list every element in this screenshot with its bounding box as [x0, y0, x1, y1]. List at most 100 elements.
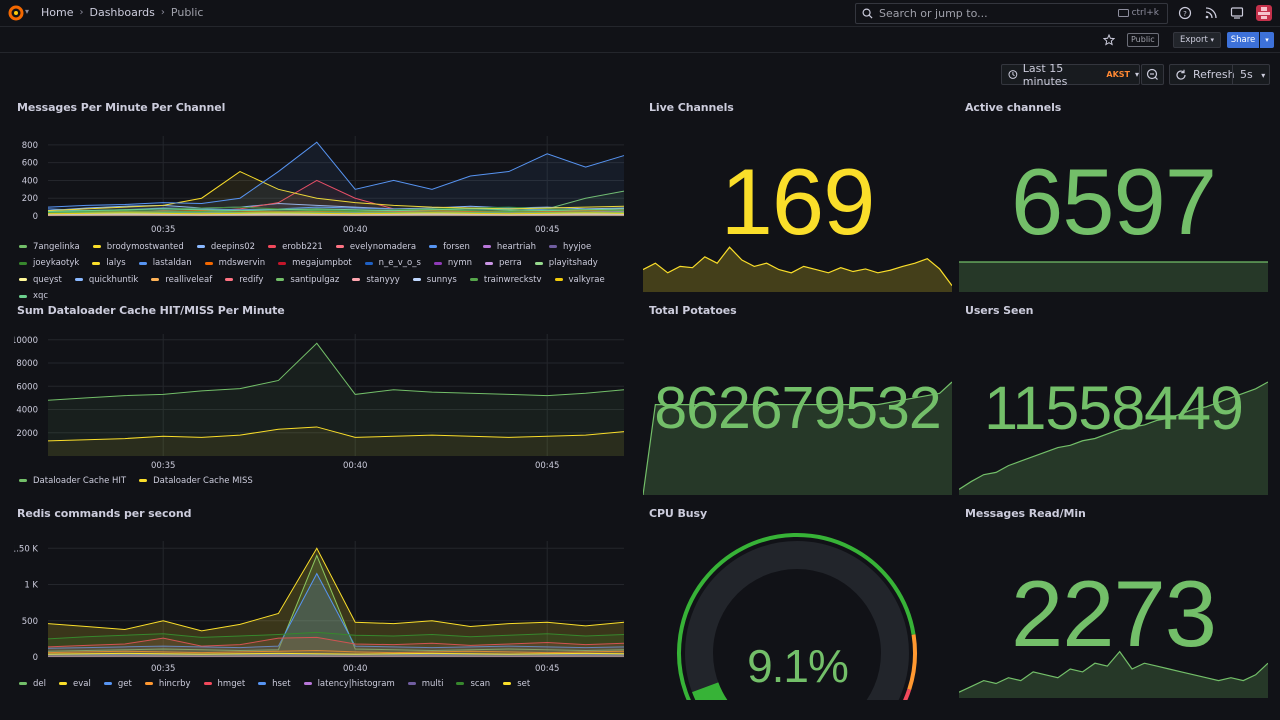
legend-item[interactable]: erobb221 [268, 239, 323, 255]
help-icon[interactable]: ? [1178, 6, 1192, 20]
series-line[interactable] [47, 141, 625, 208]
time-range-picker[interactable]: Last 15 minutes AKST ▾ [1001, 62, 1140, 88]
legend-swatch [19, 682, 27, 685]
legend-item[interactable]: realliveleaf [151, 272, 212, 288]
legend-item[interactable]: nymn [433, 255, 472, 271]
legend-item[interactable]: hmget [203, 676, 245, 692]
legend-swatch [19, 261, 27, 265]
legend-item[interactable]: trainwreckstv [469, 272, 542, 288]
legend-item[interactable]: playitshady [534, 255, 598, 271]
legend-item[interactable]: n_e_v_o_s [364, 255, 421, 271]
panel-title-active-channels[interactable]: Active channels [965, 101, 1062, 114]
legend-item[interactable]: redify [225, 272, 263, 288]
legend-item[interactable]: latency|histogram [303, 676, 395, 692]
legend-item[interactable]: del [19, 676, 46, 692]
x-tick-label: 00:35 [151, 225, 176, 235]
series-line[interactable] [47, 654, 625, 657]
legend-item[interactable]: lalys [92, 255, 126, 271]
legend-item[interactable]: get [103, 676, 132, 692]
legend-item[interactable]: hset [258, 676, 291, 692]
legend-item[interactable]: megajumpbot [278, 255, 352, 271]
chevron-down-icon[interactable]: ▾ [25, 7, 30, 16]
share-button[interactable]: Share [1227, 32, 1259, 48]
legend-item[interactable]: hyyjoe [548, 239, 591, 255]
panel-title-redis[interactable]: Redis commands per second [17, 507, 192, 520]
legend-item[interactable]: mdswervin [204, 255, 265, 271]
refresh-interval-picker[interactable]: 5s ▾ [1240, 68, 1265, 81]
legend-item[interactable]: lastaldan [138, 255, 192, 271]
legend-item[interactable]: perra [485, 255, 522, 271]
series-line[interactable] [47, 209, 625, 213]
series-line[interactable] [47, 208, 625, 213]
legend-item[interactable]: hincrby [144, 676, 191, 692]
series-line[interactable] [47, 342, 625, 401]
sparkline-line [959, 381, 1268, 490]
share-options-chevron-icon[interactable]: ▾ [1260, 32, 1274, 48]
news-feed-icon[interactable] [1204, 6, 1218, 20]
messages-per-minute-chart[interactable]: 0 200 400 600 800 00:35 00:40 00:45 [14, 130, 630, 238]
legend-label: del [33, 678, 46, 689]
sparkline-area [959, 651, 1268, 698]
export-button[interactable]: Export ▾ [1173, 32, 1222, 48]
legend-swatch [412, 278, 421, 281]
legend-swatch [92, 245, 101, 248]
legend-label: redify [239, 274, 264, 285]
series-line[interactable] [47, 653, 625, 656]
sparkline-line [643, 246, 952, 286]
series-line[interactable] [47, 631, 625, 640]
panel-title-messages-read[interactable]: Messages Read/Min [965, 507, 1086, 520]
dataloader-chart[interactable]: 2000 4000 6000 8000 10000 00:35 00:40 00:45 [14, 330, 630, 472]
series-line[interactable] [47, 649, 625, 654]
breadcrumb-home[interactable]: Home [41, 6, 74, 19]
zoom-out-button[interactable] [1141, 64, 1164, 85]
legend-item[interactable]: xqc [19, 288, 48, 304]
refresh-button[interactable]: Refresh 5s ▾ [1169, 64, 1270, 85]
redis-chart[interactable]: 0 500 1 K 1.50 K 00:35 00:40 00:45 [14, 537, 630, 675]
panel-title-dataloader[interactable]: Sum Dataloader Cache HIT/MISS Per Minute [17, 304, 285, 317]
panel-title-live-channels[interactable]: Live Channels [649, 101, 734, 114]
legend-label: valkyrae [568, 274, 605, 285]
series-line[interactable] [47, 652, 625, 655]
series-line[interactable] [47, 554, 625, 652]
legend-item[interactable]: deepins02 [196, 239, 255, 255]
series-line[interactable] [47, 636, 625, 648]
search-box[interactable]: ctrl+k [855, 3, 1168, 24]
legend-item[interactable]: brodymostwanted [92, 239, 184, 255]
kiosk-mode-icon[interactable] [1230, 6, 1244, 20]
series-line[interactable] [47, 211, 625, 214]
legend-item[interactable]: scan [456, 676, 490, 692]
legend-item[interactable]: forsen [429, 239, 470, 255]
series-line[interactable] [47, 547, 625, 632]
series-line[interactable] [47, 212, 625, 215]
legend-item[interactable]: joeykaotyk [19, 255, 79, 271]
legend-swatch [503, 682, 512, 685]
breadcrumb-dashboards[interactable]: Dashboards [89, 6, 155, 19]
series-line[interactable] [47, 426, 625, 442]
legend-item[interactable]: quickhuntik [74, 272, 138, 288]
legend-item[interactable]: evelynomadera [335, 239, 416, 255]
panel-title-total-potatoes[interactable]: Total Potatoes [649, 304, 737, 317]
star-icon[interactable] [1103, 34, 1115, 46]
series-line[interactable] [47, 170, 625, 212]
legend-item[interactable]: stanyyy [352, 272, 400, 288]
legend-item[interactable]: Dataloader Cache MISS [139, 473, 253, 489]
panel-title-messages-per-minute[interactable]: Messages Per Minute Per Channel [17, 101, 226, 114]
legend-item[interactable]: sunnys [412, 272, 457, 288]
series-area [48, 180, 624, 216]
search-input[interactable] [879, 7, 1109, 20]
legend-item[interactable]: queyst [19, 272, 62, 288]
grafana-logo-icon[interactable] [8, 5, 24, 21]
series-line[interactable] [47, 572, 625, 649]
series-area [48, 426, 624, 456]
legend-item[interactable]: multi [407, 676, 443, 692]
legend-item[interactable]: heartriah [482, 239, 536, 255]
panel-title-cpu-busy[interactable]: CPU Busy [649, 507, 708, 520]
legend-item[interactable]: valkyrae [554, 272, 605, 288]
legend-item[interactable]: santipulgaz [276, 272, 339, 288]
legend-item[interactable]: set [503, 676, 530, 692]
legend-item[interactable]: 7angelinka [19, 239, 80, 255]
panel-title-users-seen[interactable]: Users Seen [965, 304, 1034, 317]
user-avatar[interactable] [1256, 5, 1272, 21]
legend-item[interactable]: Dataloader Cache HIT [19, 473, 126, 489]
legend-item[interactable]: eval [59, 676, 91, 692]
